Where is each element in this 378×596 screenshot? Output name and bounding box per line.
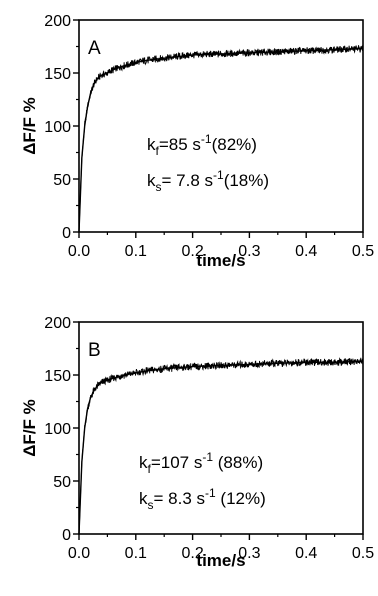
y-tick-label: 0	[62, 527, 71, 544]
fluorescence-trace	[78, 357, 364, 535]
x-tick-label: 0.5	[352, 545, 374, 562]
y-tick-label: 150	[44, 66, 71, 83]
y-tick-label: 100	[44, 119, 71, 136]
x-axis-label: time/s	[196, 251, 245, 270]
y-axis-label: ΔF/F %	[20, 97, 39, 155]
x-tick-label: 0.0	[68, 243, 90, 260]
y-tick-label: 50	[53, 474, 71, 491]
x-tick-label: 0.4	[295, 243, 317, 260]
x-tick-label: 0.3	[238, 545, 260, 562]
x-tick-label: 0.0	[68, 545, 90, 562]
x-tick-label: 0.5	[352, 243, 374, 260]
panel-a: 0.0 0.1 0.2 0.3 0.4 0.5 0 50 100 150 200 time/s ΔF/F…	[20, 13, 374, 270]
y-tick-label: 0	[62, 225, 71, 242]
y-tick-label: 50	[53, 172, 71, 189]
panel-label: A	[88, 38, 101, 59]
x-tick-label: 0.2	[181, 243, 203, 260]
x-axis-label: time/s	[196, 551, 245, 570]
panel-label: B	[88, 340, 101, 361]
y-tick-label: 200	[44, 315, 71, 332]
y-tick-label: 100	[44, 421, 71, 438]
x-tick-label: 0.1	[125, 243, 147, 260]
x-tick-label: 0.4	[295, 545, 317, 562]
fluorescence-trace	[78, 45, 364, 233]
fit-curve	[78, 360, 364, 535]
rate-annotation-line-2: ks= 8.3 s-1 (12%)	[139, 486, 266, 512]
y-tick-label: 200	[44, 13, 71, 30]
x-tick-label: 0.3	[238, 243, 260, 260]
panel-b: 0.0 0.1 0.2 0.3 0.4 0.5 0 50 100 150 200 time/s ΔF/F…	[20, 315, 374, 570]
rate-annotation-line-1: kf=85 s-1(82%)	[147, 132, 257, 158]
x-tick-label: 0.2	[181, 545, 203, 562]
y-tick-label: 150	[44, 368, 71, 385]
rate-annotation-line-2: ks= 7.8 s-1(18%)	[147, 168, 269, 194]
rate-annotation-line-1: kf=107 s-1 (88%)	[139, 450, 263, 476]
y-axis-label: ΔF/F %	[20, 399, 39, 457]
fit-curve	[78, 47, 364, 233]
x-tick-label: 0.1	[125, 545, 147, 562]
